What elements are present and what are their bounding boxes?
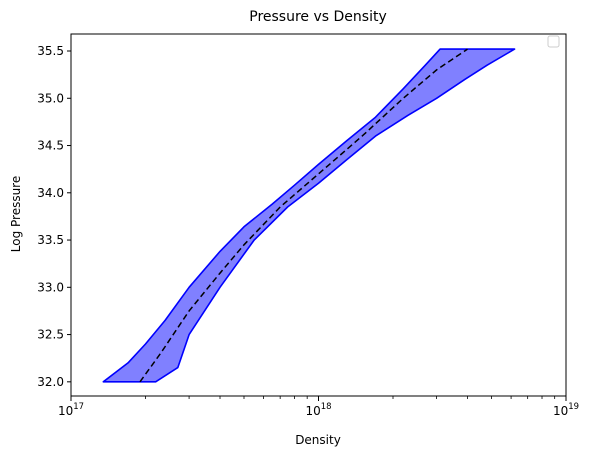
y-tick-label: 35.5 xyxy=(37,44,64,58)
legend-box xyxy=(547,35,560,48)
y-tick-label: 35.0 xyxy=(37,91,64,105)
x-tick-label: 1017 xyxy=(58,402,84,418)
y-axis-label: Log Pressure xyxy=(9,176,23,253)
y-tick-label: 34.5 xyxy=(37,139,64,153)
median-line xyxy=(139,48,468,383)
y-tick-label: 33.0 xyxy=(37,280,64,294)
y-tick-label: 33.5 xyxy=(37,233,64,247)
x-tick-label: 1018 xyxy=(305,402,331,418)
axes-frame xyxy=(70,33,567,397)
x-axis-label: Density xyxy=(295,433,341,447)
axes: 32.0 32.5 33.0 33.5 34.0 34.5 35.0 35.5 1017 1018… xyxy=(37,33,579,418)
plot-area xyxy=(102,48,516,383)
y-tick-label: 32.0 xyxy=(37,375,64,389)
y-tick-label: 34.0 xyxy=(37,186,64,200)
confidence-band xyxy=(102,48,516,383)
y-tick-label: 32.5 xyxy=(37,328,64,342)
chart-title: Pressure vs Density xyxy=(249,9,386,25)
x-tick-label: 1019 xyxy=(553,402,579,418)
